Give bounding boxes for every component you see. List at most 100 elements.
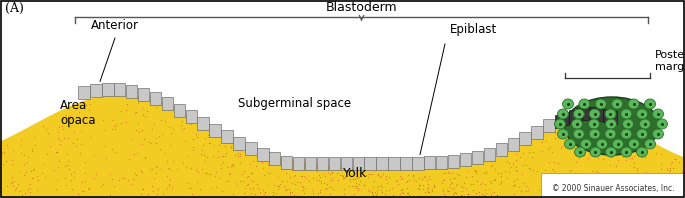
Point [599, 150, 610, 153]
Point [490, 177, 501, 180]
Bar [186, 110, 197, 123]
Point [429, 185, 440, 188]
Point [593, 179, 603, 182]
Point [214, 176, 225, 179]
Point [480, 169, 491, 173]
Point [186, 186, 197, 189]
Point [549, 169, 560, 172]
Point [595, 134, 606, 137]
Point [199, 153, 210, 156]
Point [188, 195, 199, 198]
Point [331, 194, 342, 198]
Point [99, 129, 110, 132]
Bar [329, 157, 340, 170]
Ellipse shape [558, 129, 569, 139]
Point [213, 143, 224, 147]
Point [37, 171, 48, 174]
Point [312, 192, 323, 195]
Point [520, 184, 531, 188]
Point [53, 125, 64, 129]
Point [593, 186, 603, 189]
Point [397, 176, 408, 179]
Point [597, 192, 608, 195]
Point [513, 185, 524, 188]
Point [436, 181, 447, 185]
Point [453, 173, 464, 177]
Point [468, 182, 479, 185]
Point [664, 180, 675, 183]
Point [119, 177, 129, 180]
Point [130, 173, 141, 176]
Point [423, 186, 434, 189]
Point [10, 187, 21, 190]
Point [275, 183, 286, 186]
Ellipse shape [640, 119, 651, 129]
Point [161, 186, 172, 189]
Point [292, 195, 303, 198]
Point [372, 185, 383, 188]
Point [88, 176, 99, 179]
Point [645, 186, 656, 189]
Point [245, 186, 256, 189]
Point [512, 178, 523, 181]
Bar [576, 108, 582, 121]
Point [260, 155, 271, 159]
Point [626, 183, 637, 186]
Ellipse shape [571, 119, 582, 129]
Point [485, 181, 496, 185]
Point [395, 178, 406, 181]
Point [573, 173, 584, 176]
Point [187, 148, 198, 151]
Point [366, 173, 377, 176]
Point [362, 175, 373, 179]
Text: Epiblast: Epiblast [450, 23, 497, 36]
Point [445, 178, 456, 181]
Point [314, 189, 325, 192]
Point [582, 190, 593, 193]
Point [573, 185, 584, 188]
Point [355, 180, 366, 183]
Bar [496, 143, 507, 156]
Point [219, 144, 230, 147]
Bar [388, 157, 400, 170]
Point [84, 108, 95, 111]
Point [460, 187, 471, 190]
Point [84, 187, 95, 190]
Point [123, 179, 134, 182]
Ellipse shape [590, 147, 601, 157]
Point [397, 187, 408, 190]
Point [608, 179, 619, 182]
Point [268, 183, 279, 186]
Point [656, 162, 667, 165]
Point [474, 190, 485, 193]
Point [116, 122, 127, 125]
Point [239, 195, 250, 198]
Point [282, 179, 292, 183]
Point [205, 141, 216, 144]
Point [353, 187, 364, 190]
Point [584, 129, 595, 132]
Point [277, 179, 288, 183]
Point [216, 155, 227, 158]
Point [407, 175, 418, 178]
Ellipse shape [564, 97, 660, 155]
Point [606, 155, 617, 158]
Point [521, 189, 532, 193]
Point [600, 180, 611, 183]
Point [242, 183, 253, 186]
Point [458, 185, 469, 188]
Point [496, 175, 507, 178]
Point [247, 172, 258, 175]
Point [413, 177, 424, 180]
Point [137, 142, 148, 145]
Point [344, 180, 355, 183]
Point [667, 187, 677, 190]
Point [110, 124, 121, 127]
Point [299, 175, 310, 178]
Point [573, 149, 584, 152]
Bar [353, 157, 364, 170]
Point [623, 142, 634, 145]
Point [284, 188, 295, 191]
Point [485, 180, 496, 183]
Point [64, 167, 75, 170]
